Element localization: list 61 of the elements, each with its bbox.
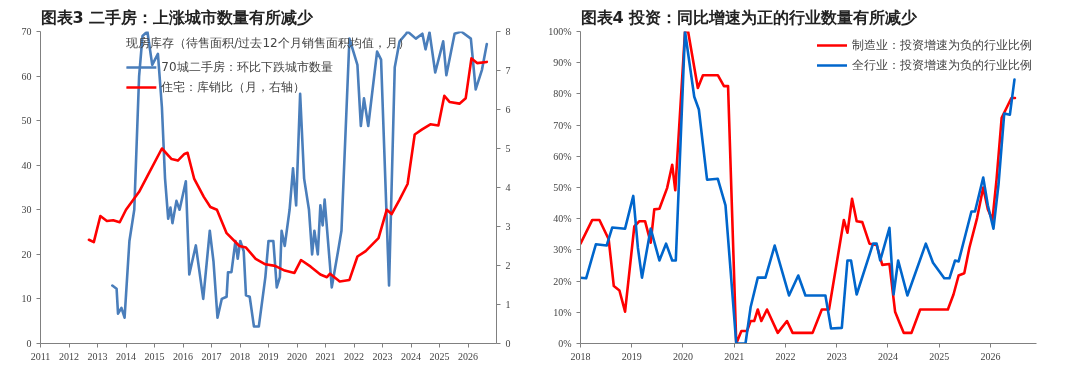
y2-tick-label: 2 [505,260,511,271]
legend-label: 制造业：投资增速为负的行业比例 [852,36,1032,54]
y-tick-label: 20% [553,275,572,287]
y-tick-label: 20 [21,248,32,260]
chart-title: 图表4 投资：同比增速为正的行业数量有所减少 [580,7,919,27]
legend-label: 住宅：库销比（月，右轴） [161,78,306,96]
y-tick-label: 60% [553,150,572,162]
y-tick-label: 10% [553,306,572,318]
y-tick-label: 30 [21,204,32,216]
x-tick-label: 2020 [672,350,693,362]
x-tick-label: 2021 [315,350,336,362]
x-tick-label: 2024 [877,350,898,362]
x-tick-label: 2026 [458,350,478,362]
x-tick-label: 2013 [87,350,108,362]
y2-tick-label: 3 [505,221,511,232]
line-series [87,57,489,283]
y-tick-label: 50 [21,115,32,127]
y-tick-label: 50% [553,182,572,193]
y-tick-label: 30% [553,244,572,256]
x-tick-label: 2014 [116,350,136,362]
y-tick-label: 90% [553,57,572,69]
line-series [111,31,489,328]
x-tick-label: 2022 [344,350,364,362]
x-tick-label: 2023 [826,350,847,362]
x-tick-label: 2019 [258,350,279,362]
x-tick-label: 2012 [59,350,79,362]
y-tick-label: 70% [553,119,572,131]
x-tick-label: 2020 [287,350,307,362]
y2-tick-label: 5 [505,143,511,154]
y-tick-label: 0% [558,338,572,349]
y-tick-label: 10 [21,293,32,305]
legend-label: 70城二手房：环比下跌城市数量 [161,58,333,76]
x-tick-label: 2022 [775,350,796,362]
x-tick-label: 2026 [980,350,1001,362]
x-tick-label: 2019 [621,350,642,362]
y-tick-label: 70 [21,26,32,37]
y2-tick-label: 4 [505,182,511,193]
y-tick-label: 100% [548,26,572,37]
x-tick-label: 2017 [201,350,222,362]
x-tick-label: 2011 [30,350,51,362]
y2-tick-label: 8 [505,26,511,37]
y-tick-label: 40% [553,213,572,225]
chart-title: 图表3 二手房：上涨城市数量有所减少 [40,7,315,27]
x-tick-label: 2018 [570,350,591,362]
x-tick-label: 2023 [372,350,393,362]
y2-tick-label: 6 [505,104,511,115]
legend-label: 全行业：投资增速为负的行业比例 [852,56,1032,74]
x-tick-label: 2024 [401,350,421,362]
x-tick-label: 2016 [173,350,193,362]
y2-tick-label: 7 [505,65,511,76]
y-tick-label: 60 [21,70,32,82]
y2-tick-label: 1 [505,299,511,310]
x-tick-label: 2018 [230,350,250,362]
y-tick-label: 80% [553,88,572,100]
y-tick-label: 0 [26,338,32,349]
x-tick-label: 2015 [144,350,165,362]
x-tick-label: 2021 [724,350,745,362]
x-tick-label: 2025 [929,350,950,362]
y-tick-label: 40 [21,159,32,171]
y2-tick-label: 0 [505,338,511,349]
x-tick-label: 2025 [429,350,450,362]
